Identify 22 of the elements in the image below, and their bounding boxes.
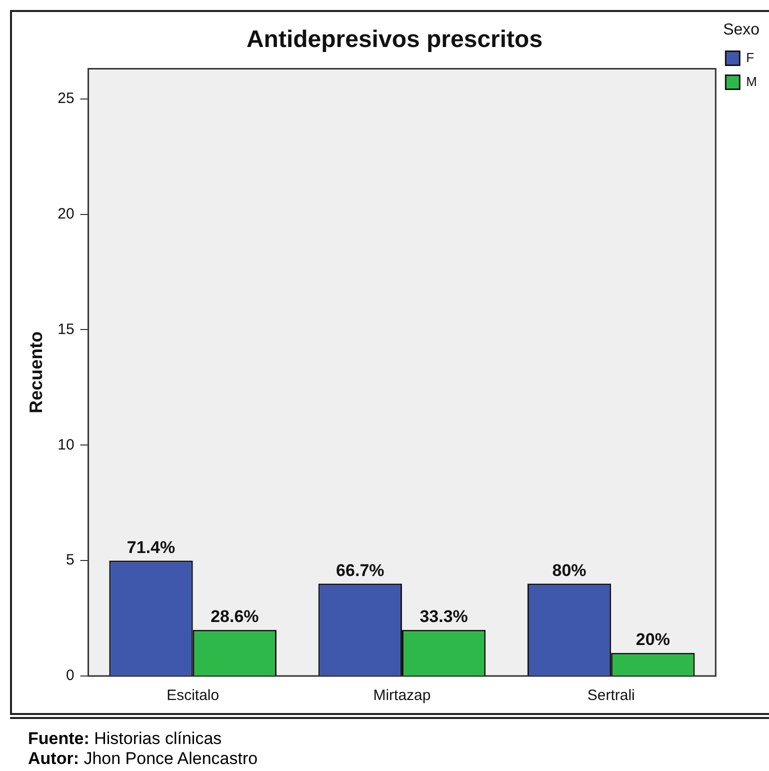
y-tick-label: 15 — [58, 320, 74, 338]
legend-label: M — [746, 74, 758, 89]
x-tick-label: Sertrali — [587, 687, 635, 704]
chart-title: Antidepresivos prescritos — [246, 26, 543, 54]
annotation: 28.6% — [210, 607, 259, 626]
text: Autor: Jhon Ponce Alencastro — [28, 749, 259, 769]
source-note: Fuente: Historias clínicas — [28, 729, 223, 749]
y-tick-label: 5 — [66, 552, 74, 569]
y-axis-title: Recuento — [26, 331, 46, 414]
x-tick-label: Escitalo — [166, 687, 220, 704]
y-tick-label: 0 — [66, 667, 74, 684]
annotation: 66.7% — [336, 560, 384, 580]
legend-title: Sexo — [723, 21, 760, 38]
y-tick-label: 20 — [58, 205, 74, 222]
y-tick-label: 10 — [58, 436, 74, 454]
legend-label: F — [746, 50, 754, 65]
annotation: 20% — [636, 630, 670, 650]
x-tick-label: Mirtazap — [373, 687, 431, 704]
annotation: 80% — [552, 560, 586, 580]
annotation: 33.3% — [420, 607, 468, 626]
annotation: 71.4% — [126, 538, 176, 557]
y-tick-label: 25 — [58, 90, 74, 107]
